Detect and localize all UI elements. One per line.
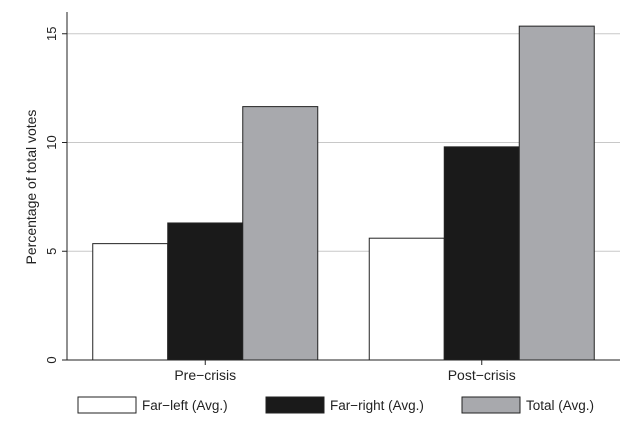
- legend-swatch: [77, 396, 137, 414]
- y-tick-label: 10: [44, 135, 59, 149]
- bar-far-right-pre-crisis: [167, 222, 244, 361]
- legend-swatch: [461, 396, 521, 414]
- bar-far-left-post-crisis: [368, 237, 445, 361]
- bar-far-left-pre-crisis: [92, 243, 169, 361]
- legend-label: Far−right (Avg.): [330, 398, 424, 413]
- x-category-label: Post−crisis: [448, 367, 516, 383]
- x-category-label: Pre−crisis: [174, 367, 236, 383]
- bar-far-right-post-crisis: [443, 146, 520, 361]
- y-tick-label: 5: [44, 248, 59, 255]
- legend-swatch: [265, 396, 325, 414]
- y-tick-label: 0: [44, 356, 59, 363]
- y-axis-title: Percentage of total votes: [23, 110, 39, 265]
- bars: [92, 25, 595, 361]
- bar-total-pre-crisis: [242, 106, 319, 361]
- legend: Far−left (Avg.) Far−right (Avg.) Total (Av…: [77, 396, 594, 414]
- y-axis: 0 5 10 15: [44, 12, 68, 364]
- legend-label: Total (Avg.): [526, 398, 594, 413]
- legend-label: Far−left (Avg.): [142, 398, 228, 413]
- x-axis: Pre−crisis Post−crisis: [67, 359, 620, 383]
- bar-total-post-crisis: [518, 25, 595, 361]
- y-tick-label: 15: [44, 27, 59, 41]
